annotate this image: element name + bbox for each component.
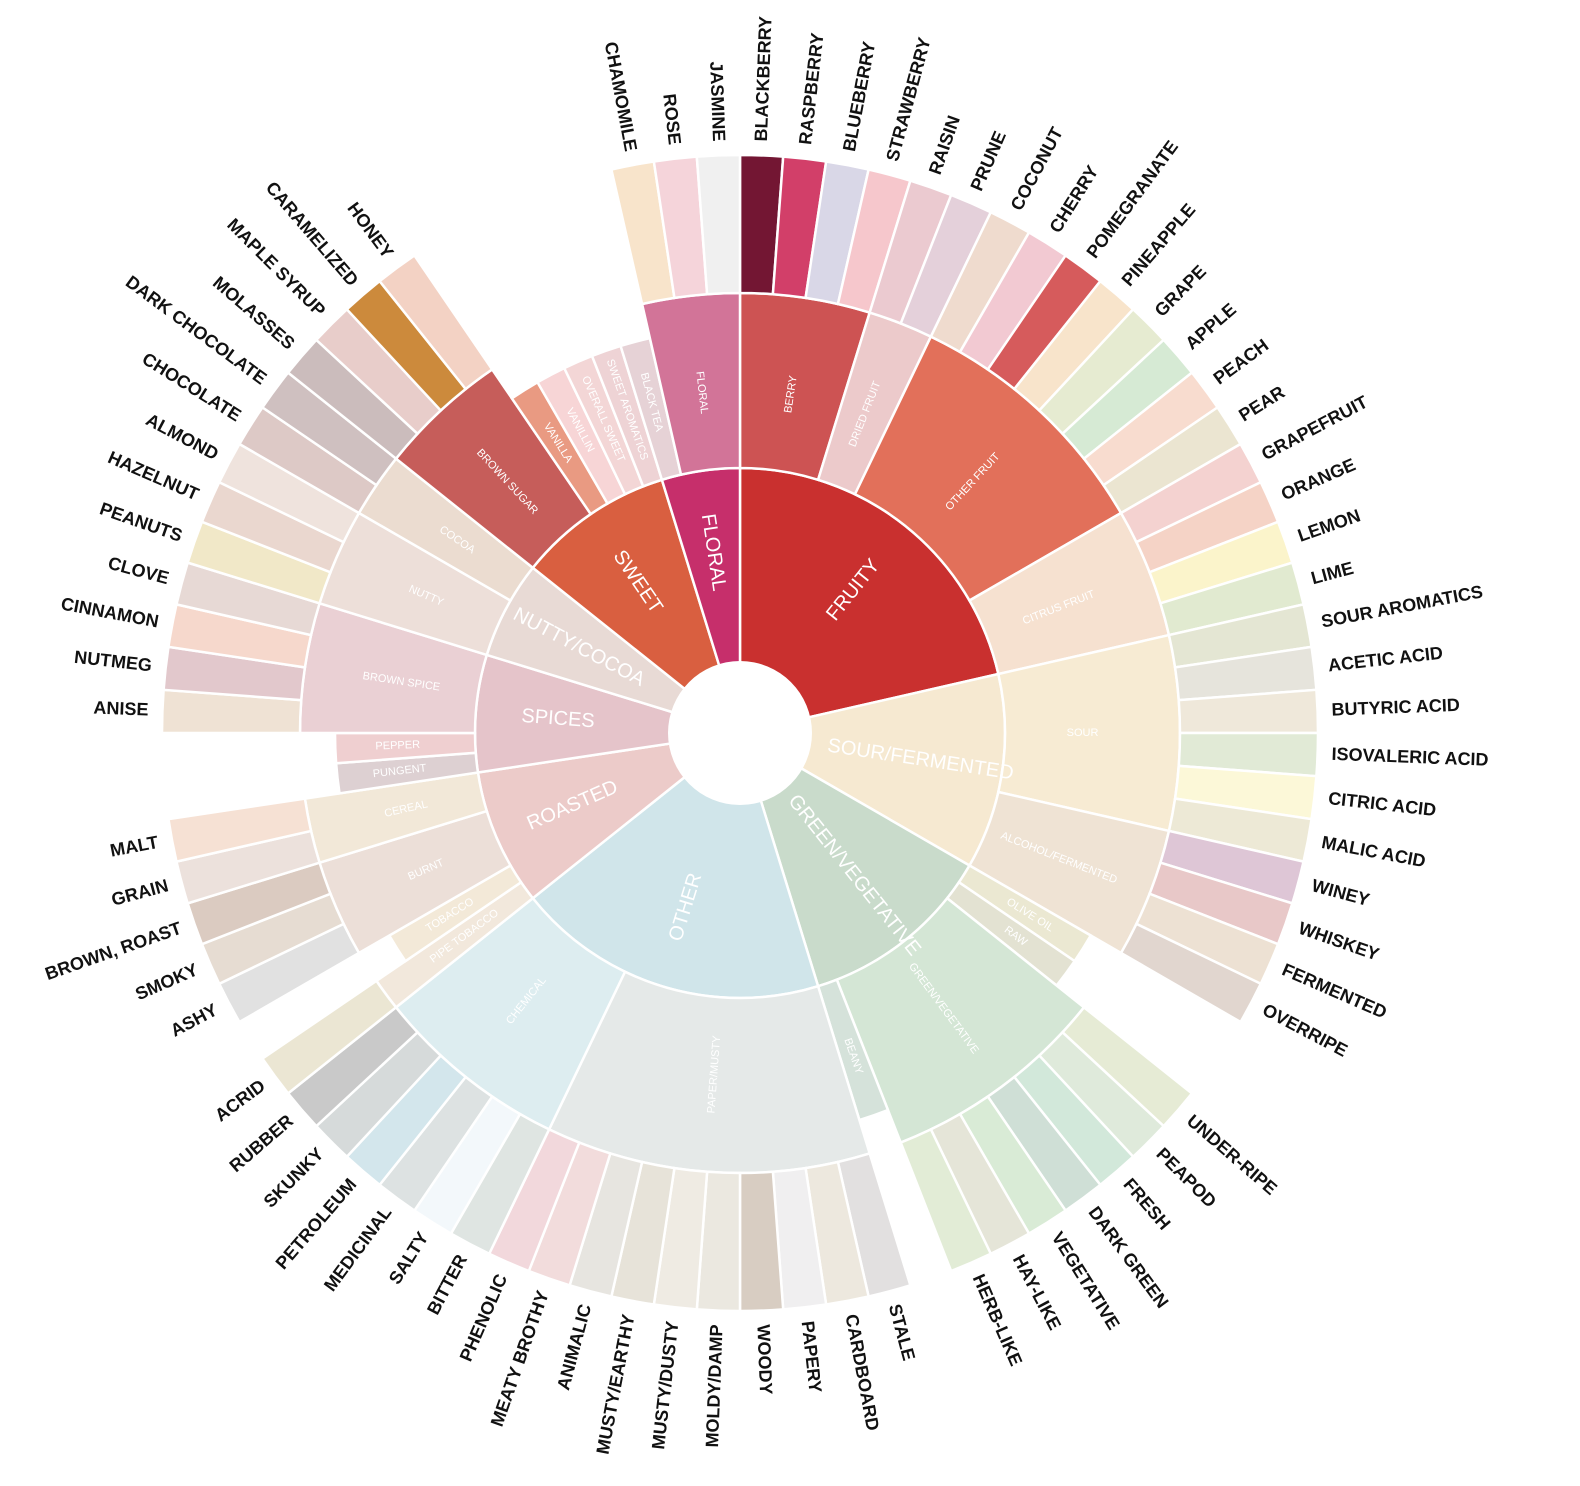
flavor-label: OVERRIPE	[1259, 1000, 1351, 1061]
flavor-label: STALE	[885, 1302, 919, 1363]
flavor-label: COCONUT	[1007, 124, 1067, 214]
flavor-label: CHAMOMILE	[601, 40, 641, 153]
flavor-label: GRAPE	[1151, 261, 1210, 320]
flavor-label: SKUNKY	[260, 1144, 328, 1212]
flavor-label: PHENOLIC	[456, 1271, 512, 1364]
flavor-label: CITRIC ACID	[1327, 788, 1437, 820]
flavor-label: STRAWBERRY	[882, 35, 934, 163]
flavor-label: MALT	[108, 832, 160, 861]
flavor-label: PRUNE	[966, 128, 1010, 194]
flavor-label: CLOVE	[106, 553, 171, 588]
flavor-label: WOODY	[753, 1324, 776, 1395]
flavor-label: HERB-LIKE	[969, 1271, 1027, 1369]
flavor-honey	[377, 253, 494, 391]
flavor-label: CARDBOARD	[841, 1313, 883, 1433]
flavor-label: HONEY	[343, 198, 397, 261]
flavor-label: BLACKBERRY	[751, 16, 776, 142]
flavor-label: MALIC ACID	[1320, 832, 1427, 871]
flavor-label: ANIMALIC	[553, 1302, 595, 1392]
flavor-label: APPLE	[1181, 299, 1240, 353]
flavor-label: BITTER	[423, 1251, 471, 1318]
subcategory-label: PUNGENT	[372, 762, 427, 780]
flavor-label: PEACH	[1210, 335, 1273, 389]
flavor-label: RAISIN	[925, 113, 964, 177]
subcategory-label: PAPER/MUSTY	[705, 1035, 723, 1114]
flavor-label: LEMON	[1295, 505, 1363, 545]
flavor-label: ACETIC ACID	[1327, 643, 1444, 676]
flavor-label: MOLDY/DAMP	[702, 1324, 727, 1448]
category-label: SPICES	[521, 705, 596, 732]
flavor-label: FRESH	[1120, 1174, 1175, 1233]
flavor-label: CINNAMON	[59, 593, 160, 631]
flavor-label: MUSTY/EARTHY	[592, 1313, 638, 1456]
category-ring	[473, 466, 1007, 1000]
flavor-malt	[167, 797, 313, 864]
flavor-label: BLUEBERRY	[839, 40, 879, 153]
flavor-label: ALMOND	[143, 410, 222, 465]
flavor-jasmine	[695, 153, 742, 296]
flavor-label: HAZELNUT	[105, 447, 202, 504]
subcategory-label: SOUR	[1067, 727, 1099, 739]
flavor-label: ASHY	[167, 1000, 221, 1041]
flavor-ring	[160, 153, 1320, 1313]
flavor-label: PEAPOD	[1152, 1144, 1220, 1212]
flavor-overripe	[1119, 922, 1263, 1024]
flavor-label: ANISE	[93, 698, 149, 720]
flavor-label: MUSTY/DUSTY	[648, 1320, 682, 1450]
flavor-label: ACRID	[211, 1075, 269, 1125]
subcategory-label: BERRY	[782, 374, 800, 414]
flavor-label: ORANGE	[1278, 454, 1358, 504]
center-hole	[668, 661, 812, 805]
flavor-label: PAPERY	[798, 1320, 826, 1394]
flavor-label: PEANUTS	[97, 498, 185, 545]
flavor-label: RASPBERRY	[795, 32, 827, 146]
flavor-label: CHERRY	[1045, 162, 1102, 236]
subcategory-ring	[298, 291, 1182, 1175]
flavor-label: NUTMEG	[73, 647, 153, 676]
flavor-label: RUBBER	[226, 1111, 297, 1176]
flavor-acrid	[260, 979, 398, 1096]
flavor-label: PEAR	[1235, 382, 1288, 426]
flavor-label: SALTY	[385, 1228, 433, 1287]
flavor-label: SMOKY	[132, 959, 201, 1004]
flavor-label: GRAIN	[109, 875, 170, 909]
flavor-label: BUTYRIC ACID	[1331, 695, 1460, 720]
subcategory-label: FLORAL	[693, 371, 710, 415]
flavor-label: WHISKEY	[1296, 918, 1382, 965]
flavor-label: WINEY	[1310, 875, 1372, 910]
flavor-label: DARK CHOCOLATE	[122, 272, 270, 389]
flavor-label: ISOVALERIC ACID	[1331, 744, 1489, 770]
flavor-label: LIME	[1309, 558, 1356, 588]
subcategory-label: PEPPER	[375, 739, 420, 753]
flavor-label: JASMINE	[706, 61, 729, 142]
flavor-herb-like	[899, 1127, 993, 1273]
flavor-label: HAY-LIKE	[1009, 1251, 1065, 1333]
flavor-label: SOUR AROMATICS	[1320, 581, 1485, 631]
flavor-label: ROSE	[659, 93, 685, 146]
